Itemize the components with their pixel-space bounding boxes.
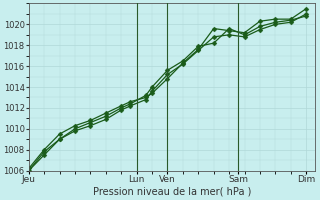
X-axis label: Pression niveau de la mer( hPa ): Pression niveau de la mer( hPa )	[93, 187, 251, 197]
